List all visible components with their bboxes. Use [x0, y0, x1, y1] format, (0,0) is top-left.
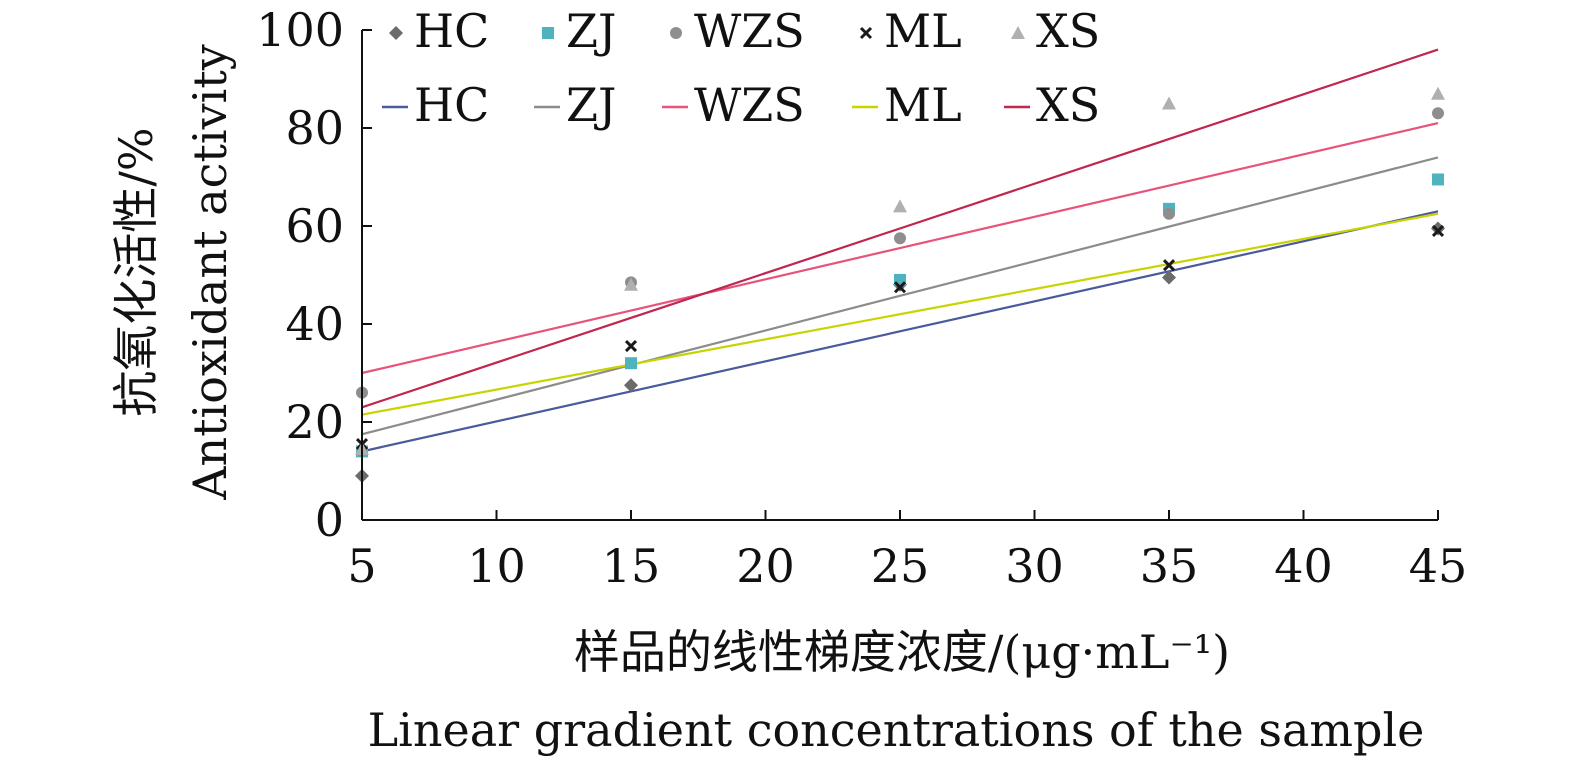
- legend-label-marker-hc: HC: [414, 4, 489, 58]
- data-point-hc: [1162, 270, 1176, 285]
- data-point-ml-stroke: [893, 281, 907, 294]
- legend-label-line-zj: ZJ: [566, 78, 616, 132]
- data-point-ml: [1431, 224, 1445, 237]
- data-point-xs: [1162, 96, 1176, 110]
- x-tick-label: 10: [467, 539, 526, 593]
- x-tick-label: 30: [1005, 539, 1064, 593]
- axes: 0 20 40 60 80 100 5 10 15 20 25 30 35 40 45: [256, 3, 1467, 593]
- y-axis-title-cn: 抗氧化活性/%: [109, 127, 163, 416]
- legend-marker-xs: [1011, 26, 1025, 39]
- x-axis-title-en: Linear gradient concentrations of the sa…: [368, 703, 1425, 757]
- x-tick-label: 35: [1140, 539, 1199, 593]
- data-point-ml: [893, 281, 907, 294]
- data-point-ml-stroke: [1431, 224, 1445, 237]
- x-axis-title-cn: 样品的线性梯度浓度/(μg·mL⁻¹): [574, 625, 1230, 679]
- trend-line-ml: [361, 212, 1439, 416]
- y-tick-label: 60: [285, 199, 344, 253]
- data-point-hc: [1431, 221, 1445, 236]
- legend-label-line-hc: HC: [414, 78, 489, 132]
- data-point-ml-stroke: [1162, 259, 1176, 272]
- legend-marker-ml: [859, 26, 873, 40]
- data-point-zj: [1432, 173, 1444, 186]
- legend-label-marker-xs: XS: [1036, 4, 1100, 58]
- legend-marker-zj: [542, 27, 554, 39]
- trend-line-wzs: [361, 122, 1439, 375]
- data-point-xs: [893, 199, 907, 213]
- legend-marker-hc: [389, 26, 403, 40]
- legend-label-marker-ml: ML: [884, 4, 962, 58]
- data-point-wzs: [894, 232, 906, 245]
- x-tick-label: 45: [1409, 539, 1468, 593]
- data-point-zj: [625, 357, 637, 370]
- data-point-hc: [624, 378, 638, 393]
- legend-label-marker-wzs: WZS: [694, 4, 805, 58]
- data-point-wzs: [1432, 107, 1444, 120]
- data-point-xs: [624, 277, 638, 291]
- legend-label-marker-zj: ZJ: [566, 4, 616, 58]
- data-point-ml: [1162, 259, 1176, 272]
- trend-line-hc: [361, 210, 1439, 453]
- legend-label-line-wzs: WZS: [694, 78, 805, 132]
- y-tick-label: 40: [285, 297, 344, 351]
- legend-label-line-xs: XS: [1036, 78, 1100, 132]
- y-tick-label: 20: [285, 395, 344, 449]
- y-axis-title-en: Antioxidant activity: [183, 44, 237, 501]
- data-point-ml: [624, 339, 638, 353]
- legend-marker-ml-stroke: [859, 26, 873, 40]
- trend-line-zj: [361, 156, 1439, 436]
- legend-label-line-ml: ML: [884, 78, 962, 132]
- y-tick-label: 100: [256, 3, 344, 57]
- data-point-ml-stroke: [624, 339, 638, 353]
- legend-marker-wzs: [670, 27, 682, 39]
- trend-line-xs: [361, 48, 1439, 409]
- y-tick-label: 0: [315, 493, 344, 547]
- y-tick-label: 80: [285, 101, 344, 155]
- x-tick-label: 20: [736, 539, 795, 593]
- data-point-xs: [1431, 86, 1445, 100]
- x-tick-label: 40: [1274, 539, 1333, 593]
- x-tick-label: 25: [871, 539, 930, 593]
- data-point-wzs: [1163, 207, 1175, 220]
- x-tick-label: 5: [347, 539, 376, 593]
- x-tick-label: 15: [602, 539, 661, 593]
- legend: HC HC ZJ ZJ WZS WZS ML ML XS XS: [382, 4, 1100, 132]
